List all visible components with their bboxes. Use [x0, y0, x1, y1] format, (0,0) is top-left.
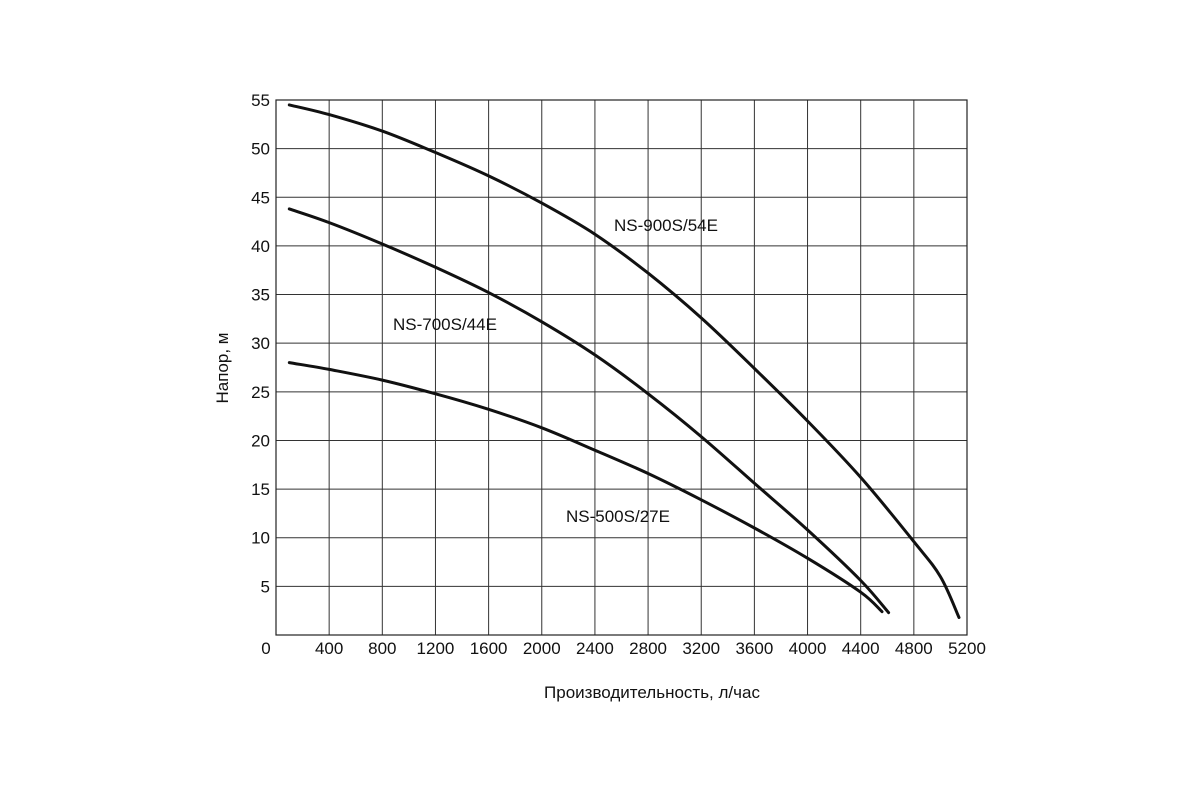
grid — [276, 100, 967, 635]
x-tick-label: 3600 — [735, 639, 773, 658]
series-lines — [287, 103, 961, 619]
y-axis-title: Напор, м — [213, 333, 232, 404]
series-line-ns-700s-44e — [287, 207, 891, 615]
x-tick-label: 3200 — [682, 639, 720, 658]
origin-label: 0 — [261, 639, 270, 658]
y-tick-label: 45 — [251, 188, 270, 207]
y-tick-label: 25 — [251, 383, 270, 402]
y-tick-label: 20 — [251, 431, 270, 450]
series-label-ns-500s-27e: NS-500S/27E — [566, 507, 670, 526]
x-tick-label: 400 — [315, 639, 343, 658]
x-tick-label: 4800 — [895, 639, 933, 658]
y-tick-label: 15 — [251, 480, 270, 499]
tick-labels: 400 800 1200 1600 2000 2400 2800 3200 3600 4000 44… — [251, 91, 986, 658]
x-tick-label: 2000 — [523, 639, 561, 658]
y-tick-label: 50 — [251, 140, 270, 159]
x-tick-label: 1200 — [417, 639, 455, 658]
series-line-ns-900s-54e — [287, 103, 961, 619]
series-line-ns-500s-27e — [287, 361, 884, 614]
x-tick-label: 800 — [368, 639, 396, 658]
x-tick-label: 1600 — [470, 639, 508, 658]
x-tick-label: 4000 — [789, 639, 827, 658]
y-tick-label: 10 — [251, 529, 270, 548]
x-axis-title: Производительность, л/час — [544, 683, 760, 702]
x-tick-label: 4400 — [842, 639, 880, 658]
plot-frame — [275, 99, 968, 636]
series-label-ns-700s-44e: NS-700S/44E — [393, 315, 497, 334]
y-tick-label: 40 — [251, 237, 270, 256]
y-tick-label: 35 — [251, 286, 270, 305]
x-tick-label: 2400 — [576, 639, 614, 658]
x-tick-label: 2800 — [629, 639, 667, 658]
series-label-ns-900s-54e: NS-900S/54E — [614, 216, 718, 235]
y-tick-label: 55 — [251, 91, 270, 110]
y-tick-label: 5 — [261, 577, 270, 596]
x-tick-label: 5200 — [948, 639, 986, 658]
y-tick-label: 30 — [251, 334, 270, 353]
